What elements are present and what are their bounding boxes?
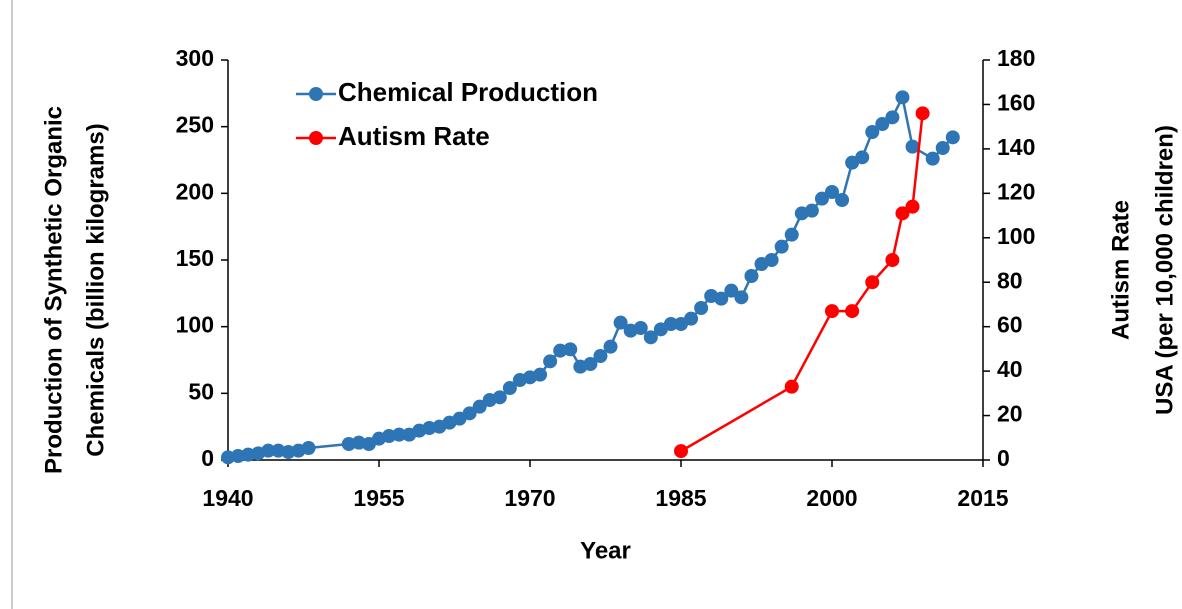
data-point [261, 443, 276, 458]
data-point [774, 239, 789, 254]
y-tick-label: 150 [176, 245, 214, 271]
data-point [674, 444, 688, 459]
series-line [227, 93, 954, 459]
y2-tick-label: 20 [997, 401, 1023, 427]
x-tick-label: 1955 [353, 485, 404, 511]
y-axis-label: Chemicals (billion kilograms) [82, 123, 109, 456]
data-point [835, 193, 850, 207]
y-tick-label: 200 [176, 178, 214, 204]
legend-label: Chemical Production [338, 77, 598, 107]
x-tick-label: 2015 [957, 485, 1008, 511]
x-axis-label: Year [580, 537, 631, 564]
data-point [784, 227, 799, 242]
y-axis-label: Production of Synthetic Organic [40, 106, 67, 474]
data-point [885, 253, 900, 267]
data-point [714, 291, 729, 306]
legend-label: Autism Rate [338, 121, 490, 151]
data-point [392, 427, 407, 442]
y2-tick-label: 140 [997, 134, 1035, 160]
data-point [885, 110, 900, 125]
data-point [472, 399, 487, 414]
data-point [905, 199, 920, 214]
data-point [593, 349, 608, 363]
data-point [825, 185, 839, 199]
data-point [814, 191, 829, 206]
x-tick-label: 1970 [504, 485, 555, 511]
data-point [563, 342, 578, 357]
data-point [945, 130, 960, 145]
data-point [462, 406, 477, 421]
data-point [603, 339, 618, 354]
data-point [734, 290, 749, 305]
y-tick-label: 0 [201, 445, 214, 471]
data-point [855, 150, 870, 165]
data-point [583, 357, 598, 371]
data-point [502, 381, 517, 395]
data-point [633, 321, 648, 335]
data-point [845, 304, 860, 319]
data-point [724, 283, 739, 298]
y-tick-label: 50 [188, 378, 214, 404]
data-point [543, 354, 558, 369]
x-tick-label: 2000 [806, 485, 857, 511]
x-tick-label: 1985 [655, 485, 706, 511]
data-point [925, 151, 940, 166]
y2-tick-label: 160 [997, 90, 1035, 116]
data-point [875, 117, 890, 131]
y-tick-label: 100 [176, 312, 214, 338]
data-point [915, 106, 930, 121]
data-point [533, 367, 548, 382]
data-point [643, 330, 658, 345]
y2-tick-label: 100 [997, 223, 1035, 249]
y2-tick-label: 0 [997, 445, 1010, 471]
x-tick-label: 1940 [202, 485, 253, 511]
data-point [825, 304, 839, 319]
y2-axis-label: Autism Rate [1107, 200, 1134, 340]
y2-tick-label: 60 [997, 312, 1023, 338]
data-point [613, 315, 628, 330]
data-point [663, 317, 678, 331]
data-point [684, 311, 699, 326]
data-point [895, 206, 910, 221]
data-point [935, 141, 950, 155]
data-point [804, 203, 819, 218]
legend-marker [309, 87, 323, 101]
data-point [784, 379, 799, 394]
data-point [694, 301, 709, 315]
data-point [865, 125, 880, 139]
legend-marker [309, 131, 323, 145]
y2-tick-label: 80 [997, 267, 1023, 293]
series-line [680, 113, 924, 453]
y-tick-label: 250 [176, 112, 214, 138]
data-point [492, 390, 507, 405]
data-point [764, 253, 779, 267]
y2-tick-label: 40 [997, 356, 1023, 382]
y2-tick-label: 120 [997, 178, 1035, 204]
data-point [744, 269, 759, 283]
data-point [865, 275, 880, 290]
data-point [905, 139, 920, 154]
data-point [895, 90, 910, 105]
y-tick-label: 300 [176, 45, 214, 71]
data-point [301, 441, 316, 455]
y2-tick-label: 180 [997, 45, 1035, 71]
y2-axis-label: USA (per 10,000 children) [1151, 125, 1178, 415]
